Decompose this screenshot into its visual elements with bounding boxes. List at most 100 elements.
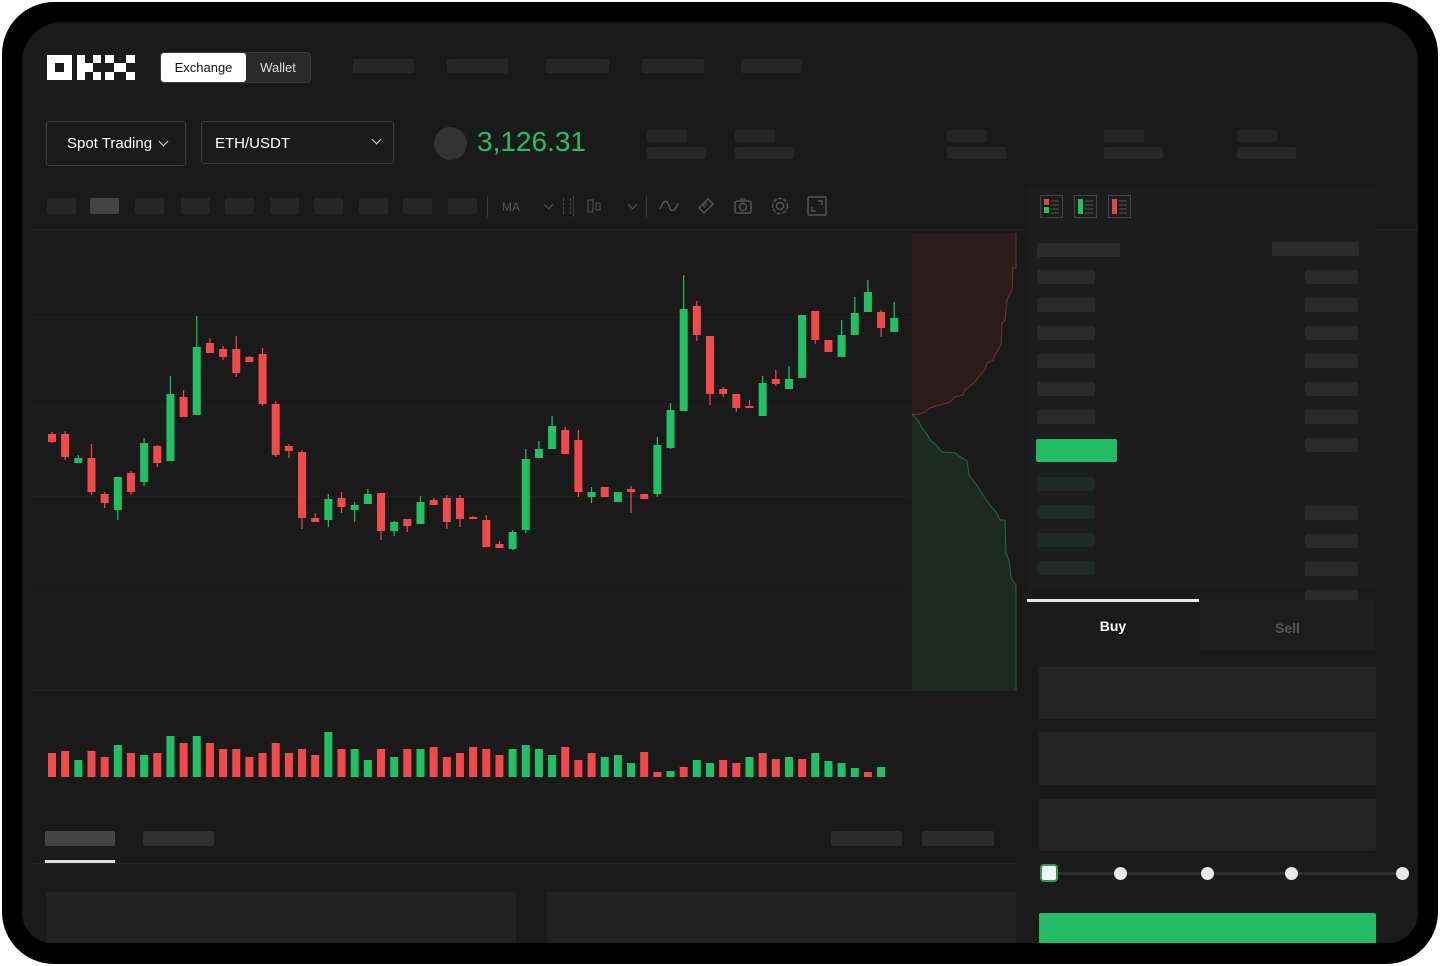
- candle-body: [469, 517, 478, 519]
- book-asks-icon[interactable]: [1108, 195, 1132, 219]
- depth-asks-line: [911, 233, 1017, 416]
- nav-item-placeholder[interactable]: [546, 59, 609, 73]
- bottom-tab[interactable]: [143, 831, 214, 846]
- candle-body: [61, 434, 70, 457]
- amount-input[interactable]: [1039, 732, 1376, 785]
- volume-bar: [692, 760, 701, 777]
- candle-body: [653, 445, 662, 494]
- candle-body: [863, 292, 872, 312]
- ask-row-price[interactable]: [1037, 410, 1095, 424]
- candle-body: [877, 312, 886, 328]
- ask-row-price[interactable]: [1037, 326, 1095, 340]
- ask-row-amount[interactable]: [1305, 298, 1358, 312]
- slider-mark-50[interactable]: [1201, 867, 1214, 880]
- volume-bar: [377, 749, 385, 777]
- volume-bar: [482, 749, 491, 777]
- ask-row-price[interactable]: [1037, 354, 1095, 368]
- slider-handle[interactable]: [1040, 864, 1058, 882]
- okx-logo[interactable]: [47, 55, 135, 81]
- volume-bar: [74, 760, 83, 777]
- sell-tab-bg: [1200, 600, 1375, 650]
- candle-body: [87, 458, 96, 492]
- tab-wallet[interactable]: Wallet: [260, 60, 296, 75]
- total-input[interactable]: [1039, 799, 1376, 851]
- depth-bids-line: [911, 413, 1017, 690]
- ask-row-price[interactable]: [1037, 298, 1095, 312]
- nav-item-placeholder[interactable]: [741, 59, 802, 73]
- candle-body: [390, 522, 399, 531]
- ask-row-amount[interactable]: [1305, 438, 1358, 452]
- coin-icon: [434, 127, 467, 160]
- nav-item-placeholder[interactable]: [642, 59, 704, 73]
- price-input[interactable]: [1039, 667, 1376, 719]
- volume-bar: [455, 753, 464, 777]
- candlestick-chart[interactable]: [0, 0, 1020, 800]
- bid-row-price[interactable]: [1037, 533, 1095, 547]
- bid-row-price[interactable]: [1037, 505, 1095, 519]
- candle-body: [745, 406, 754, 408]
- timeframe-button[interactable]: [403, 198, 432, 214]
- slider-mark-100[interactable]: [1396, 867, 1409, 880]
- timeframe-button[interactable]: [448, 198, 477, 214]
- bid-row-price[interactable]: [1037, 561, 1095, 575]
- timeframe-button[interactable]: [359, 198, 388, 214]
- ask-row-price[interactable]: [1037, 382, 1095, 396]
- pair-dropdown[interactable]: ETH/USDT: [201, 121, 394, 164]
- slider-mark-75[interactable]: [1285, 867, 1298, 880]
- trading-type-dropdown[interactable]: Spot Trading: [46, 121, 186, 166]
- buy-tab-underline: [1027, 599, 1199, 602]
- ask-row-price[interactable]: [1037, 270, 1095, 284]
- tab-sell[interactable]: Sell: [1275, 620, 1300, 636]
- timeframe-button[interactable]: [135, 198, 164, 214]
- stat-label: [647, 130, 687, 142]
- camera-icon[interactable]: [733, 196, 753, 216]
- gear-icon[interactable]: [770, 196, 790, 216]
- book-both-icon[interactable]: [1040, 195, 1064, 219]
- depth-bids-area: [912, 414, 1016, 690]
- ruler-icon[interactable]: [696, 196, 716, 216]
- orderbook-mid-price[interactable]: [1036, 439, 1117, 462]
- timeframe-button[interactable]: [181, 198, 210, 214]
- ask-row-amount[interactable]: [1305, 270, 1358, 284]
- stat-label: [1237, 130, 1277, 142]
- candle-body: [48, 434, 56, 442]
- ask-row-amount[interactable]: [1305, 410, 1358, 424]
- indicator-ma-button[interactable]: MA: [502, 200, 520, 214]
- candle-body: [824, 340, 833, 352]
- candle-body: [548, 426, 557, 449]
- candle-body: [627, 489, 636, 492]
- candle-body: [850, 313, 859, 335]
- nav-item-placeholder[interactable]: [353, 59, 414, 73]
- ask-row-amount[interactable]: [1305, 354, 1358, 368]
- bottom-tab-active[interactable]: [45, 831, 115, 846]
- ask-row-amount[interactable]: [1305, 326, 1358, 340]
- candle-body: [771, 379, 780, 384]
- timeframe-button[interactable]: [225, 198, 254, 214]
- timeframe-button[interactable]: [47, 198, 76, 214]
- ask-row-amount[interactable]: [1305, 382, 1358, 396]
- line-draw-icon[interactable]: [659, 196, 679, 216]
- timeframe-button[interactable]: [270, 198, 299, 214]
- bid-row-amount[interactable]: [1305, 506, 1358, 520]
- buy-button[interactable]: [1039, 913, 1376, 943]
- bid-row-price[interactable]: [1037, 477, 1095, 491]
- drag-handle-icon[interactable]: [563, 198, 571, 214]
- timeframe-button[interactable]: [314, 198, 343, 214]
- bid-row-amount[interactable]: [1305, 562, 1358, 576]
- candle-body: [350, 505, 359, 510]
- nav-item-placeholder[interactable]: [447, 59, 508, 73]
- candle-body: [271, 404, 280, 455]
- candle-body: [534, 449, 543, 458]
- volume-bar: [298, 749, 307, 777]
- timeframe-button-active[interactable]: [90, 198, 119, 214]
- candle-type-icon[interactable]: [585, 196, 605, 216]
- bid-row-amount[interactable]: [1305, 534, 1358, 548]
- slider-track[interactable]: [1048, 872, 1402, 875]
- tab-exchange[interactable]: Exchange: [161, 53, 246, 82]
- bottom-action[interactable]: [922, 831, 994, 846]
- expand-icon[interactable]: [807, 196, 827, 216]
- bottom-action[interactable]: [831, 831, 902, 846]
- slider-mark-25[interactable]: [1114, 867, 1127, 880]
- book-bids-icon[interactable]: [1074, 195, 1098, 219]
- tab-buy[interactable]: Buy: [1099, 618, 1127, 634]
